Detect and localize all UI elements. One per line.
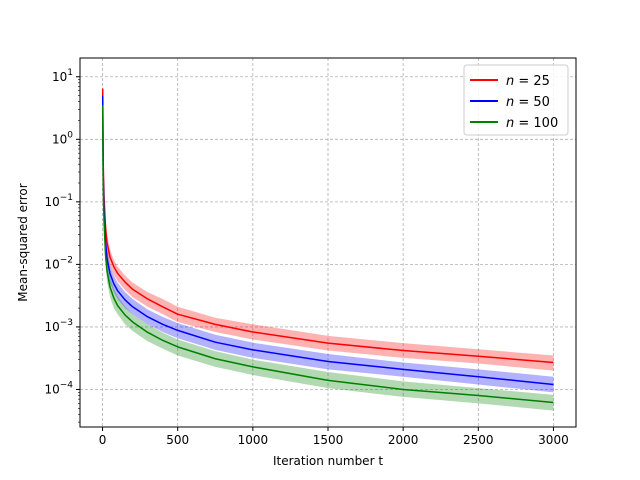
series-line-2 xyxy=(101,105,554,404)
legend-entry: n = 50 xyxy=(506,95,550,110)
legend-value: = 100 xyxy=(514,116,558,131)
legend-variable: n xyxy=(506,95,514,110)
legend-variable: n xyxy=(506,74,514,89)
y-tick-exponent: −3 xyxy=(60,318,73,328)
legend-value: = 25 xyxy=(514,74,550,89)
legend-variable: n xyxy=(506,116,514,131)
y-tick-exponent: 1 xyxy=(67,68,73,78)
x-axis-label: Iteration number t xyxy=(273,454,383,468)
legend-value: = 50 xyxy=(514,95,550,110)
x-tick-label: 500 xyxy=(166,433,189,447)
y-tick-exponent: −2 xyxy=(60,255,73,265)
y-tick-base: 10 xyxy=(44,257,59,271)
y-tick-label: 10−1 xyxy=(44,193,73,209)
y-tick-label: 10−4 xyxy=(44,380,73,396)
x-tick-label: 1000 xyxy=(238,433,269,447)
y-tick-label: 10−3 xyxy=(44,318,73,334)
y-tick-base: 10 xyxy=(44,195,59,209)
grid xyxy=(80,58,576,427)
y-tick-label: 101 xyxy=(52,68,73,84)
y-tick-base: 10 xyxy=(44,320,59,334)
series-lines xyxy=(101,88,554,404)
y-axis-label: Mean-squared error xyxy=(16,183,30,301)
legend-box xyxy=(463,64,569,136)
x-tick-label: 3000 xyxy=(538,433,569,447)
y-tick-exponent: −4 xyxy=(60,380,74,390)
legend-entry: n = 25 xyxy=(506,74,550,89)
x-tick-label: 2500 xyxy=(463,433,494,447)
y-tick-exponent: 0 xyxy=(67,130,73,140)
y-tick-label: 10−2 xyxy=(44,255,73,271)
x-axis-ticks: 0 500 1000 1500 2000 2500 3000 xyxy=(99,427,569,447)
y-tick-base: 10 xyxy=(44,382,59,396)
y-tick-base: 10 xyxy=(52,132,67,146)
legend: n = 25n = 50n = 100 xyxy=(463,64,569,136)
x-tick-label: 0 xyxy=(99,433,107,447)
legend-entry: n = 100 xyxy=(506,116,558,131)
x-tick-label: 1500 xyxy=(313,433,344,447)
x-tick-label: 2000 xyxy=(388,433,419,447)
y-tick-label: 100 xyxy=(52,130,73,146)
y-tick-base: 10 xyxy=(52,70,67,84)
y-tick-exponent: −1 xyxy=(60,193,73,203)
